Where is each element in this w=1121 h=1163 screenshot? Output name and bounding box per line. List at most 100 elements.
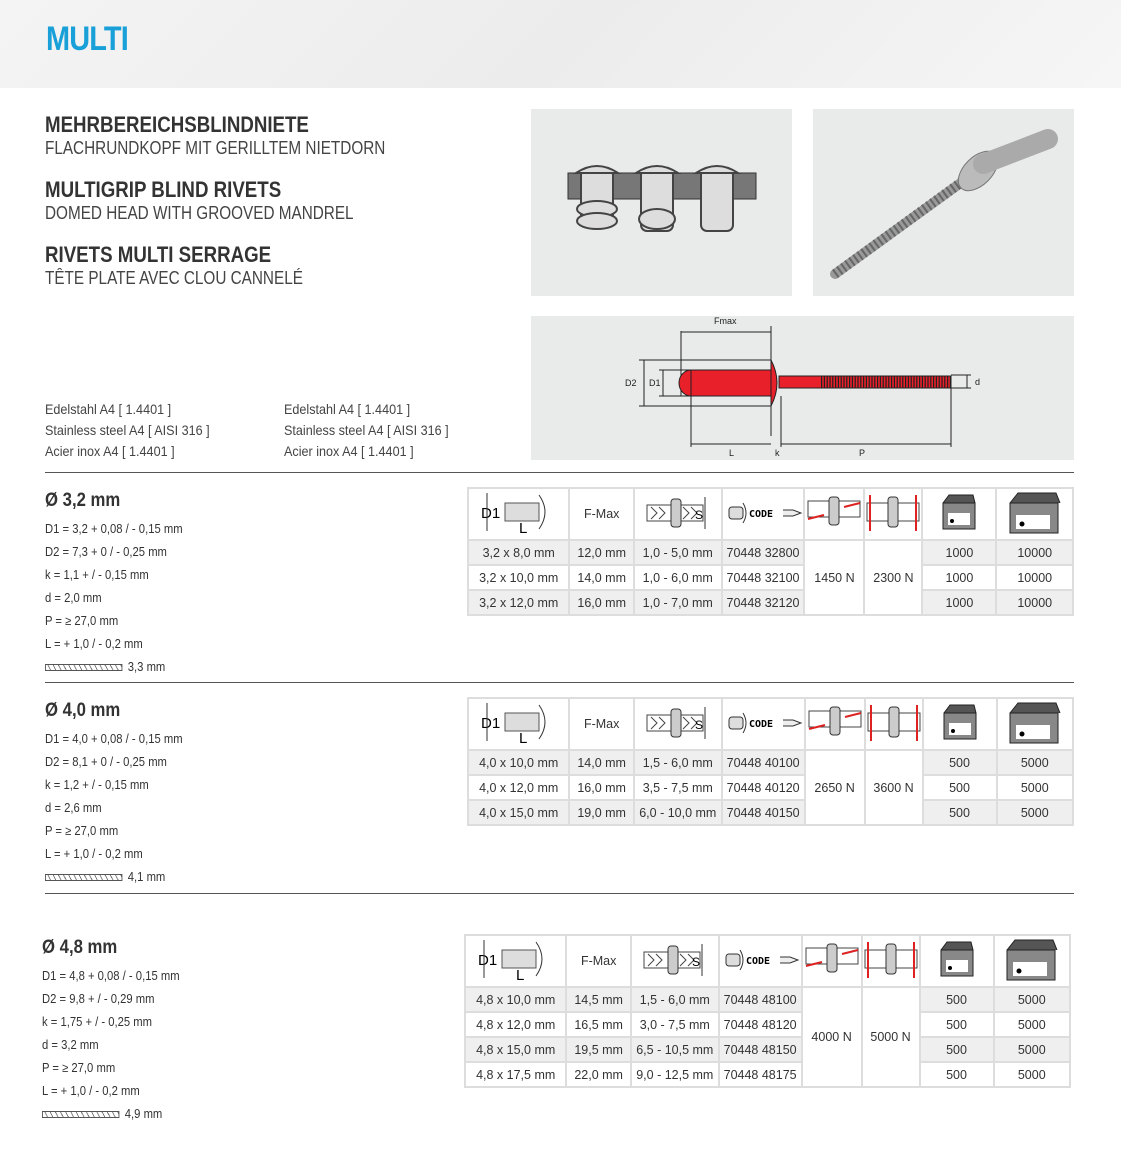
table-row: 4,0 x 12,0 mm 16,0 mm 3,5 - 7,5 mm 70448… xyxy=(466,774,1075,801)
grip-range-cell: 6,5 - 10,5 mm xyxy=(629,1036,720,1063)
svg-text:L: L xyxy=(519,520,527,535)
spec-line: D2 = 9,8 + / - 0,29 mm xyxy=(42,992,155,1006)
size-cell: 4,8 x 15,0 mm xyxy=(463,1036,568,1063)
spec-line: k = 1,75 + / - 0,25 mm xyxy=(42,1015,153,1029)
fmax-header: F-Max xyxy=(568,697,635,751)
large-box-qty: 5000 xyxy=(995,774,1075,801)
large-box-qty: 10000 xyxy=(995,589,1074,616)
size-cell: 3,2 x 12,0 mm xyxy=(466,589,571,616)
fmax-header: F-Max xyxy=(568,487,635,541)
label-p: P xyxy=(859,448,865,458)
divider xyxy=(45,472,1074,473)
size-cell: 4,0 x 15,0 mm xyxy=(466,799,571,826)
spec-block-4-0: Ø 4,0 mm D1 = 4,0 + 0,08 / - 0,15 mm D2 = … xyxy=(45,700,198,889)
label-d2: D2 xyxy=(625,378,637,388)
drill-size: 3,3 mm xyxy=(45,656,183,679)
tensile-force-icon xyxy=(863,697,924,751)
fmax-cell: 22,0 mm xyxy=(565,1061,632,1088)
size-cell: 4,8 x 12,0 mm xyxy=(463,1011,568,1038)
title-en: MULTIGRIP BLIND RIVETS xyxy=(45,177,282,202)
label-l: L xyxy=(729,448,734,458)
shear-force-icon xyxy=(803,487,866,541)
rivet-dimension-icon: D1 L xyxy=(466,697,571,751)
grip-range-cell: 3,5 - 7,5 mm xyxy=(632,774,723,801)
code-cell: 70448 40150 xyxy=(720,799,806,826)
spec-line: L = + 1,0 / - 0,2 mm xyxy=(45,847,143,861)
spec-line: d = 2,6 mm xyxy=(45,801,102,815)
spec-line: D2 = 7,3 + 0 / - 0,25 mm xyxy=(45,545,167,559)
rivet-dimension-icon: D1 L xyxy=(463,934,568,988)
table-row: 3,2 x 8,0 mm 12,0 mm 1,0 - 5,0 mm 70448 … xyxy=(466,539,1074,616)
material-right: Edelstahl A4 [ 1.4401 ] Stainless steel … xyxy=(284,399,449,462)
grip-range-cell: 1,0 - 7,0 mm xyxy=(632,589,723,616)
code-cell: 70448 48150 xyxy=(717,1036,803,1063)
svg-text:S: S xyxy=(695,508,703,522)
rivet-dimension-diagram: Fmax D2 D1 d L k P xyxy=(531,316,1074,460)
rivet-photo xyxy=(813,109,1074,296)
code-cell: 70448 32800 xyxy=(720,539,806,566)
diameter-title: Ø 4,0 mm xyxy=(45,700,121,721)
drill-bit-icon xyxy=(42,1111,120,1119)
label-d1: D1 xyxy=(649,378,661,388)
title-de: MEHRBEREICHSBLINDNIETE xyxy=(45,112,309,137)
table-row: 4,8 x 10,0 mm 14,5 mm 1,5 - 6,0 mm 70448… xyxy=(463,986,1072,1088)
svg-text:D1: D1 xyxy=(481,715,500,732)
shear-force-icon xyxy=(803,697,866,751)
header-banner: MULTI xyxy=(0,0,1121,88)
svg-text:S: S xyxy=(695,718,703,732)
divider xyxy=(45,682,1074,683)
shear-force-cell: 2650 N xyxy=(803,749,866,826)
material-fr: Acier inox A4 [ 1.4401 ] xyxy=(284,443,414,459)
code-icon: CODE xyxy=(720,697,806,751)
large-box-qty: 10000 xyxy=(995,539,1074,566)
size-cell: 4,8 x 17,5 mm xyxy=(463,1061,568,1088)
small-box-qty: 1000 xyxy=(921,539,998,566)
shear-force-cell: 4000 N xyxy=(800,986,863,1088)
spec-line: d = 2,0 mm xyxy=(45,591,102,605)
large-box-icon xyxy=(995,487,1074,541)
spec-line: d = 3,2 mm xyxy=(42,1038,99,1052)
svg-text:CODE: CODE xyxy=(749,509,773,520)
drill-bit-icon xyxy=(45,874,123,882)
tensile-force-icon xyxy=(860,934,921,988)
product-table-3-2: D1 L F-Max S CODE 3,2 x 8,0 mm 12,0 mm 1,… xyxy=(466,487,1074,616)
material-left: Edelstahl A4 [ 1.4401 ] Stainless steel … xyxy=(45,399,210,462)
large-box-qty: 5000 xyxy=(992,986,1072,1013)
small-box-qty: 1000 xyxy=(921,564,998,591)
shear-force-icon xyxy=(800,934,863,988)
divider xyxy=(45,893,1074,894)
tensile-force-cell: 3600 N xyxy=(863,749,924,826)
svg-text:CODE: CODE xyxy=(746,956,770,967)
drill-size: 4,9 mm xyxy=(42,1103,180,1126)
diameter-title: Ø 3,2 mm xyxy=(45,490,121,511)
fmax-cell: 16,5 mm xyxy=(565,1011,632,1038)
grip-range-cell: 1,5 - 6,0 mm xyxy=(629,986,720,1013)
large-box-qty: 5000 xyxy=(992,1061,1072,1088)
tensile-force-icon xyxy=(863,487,924,541)
svg-text:L: L xyxy=(516,967,524,982)
table-row: 3,2 x 10,0 mm 14,0 mm 1,0 - 6,0 mm 70448… xyxy=(466,564,1074,591)
fmax-cell: 14,5 mm xyxy=(565,986,632,1013)
title-fr: RIVETS MULTI SERRAGE xyxy=(45,242,272,267)
rivet-cross-section-image xyxy=(531,109,792,296)
rivet-dimension-icon: D1 L xyxy=(466,487,571,541)
small-box-qty: 500 xyxy=(921,799,998,826)
fmax-cell: 14,0 mm xyxy=(568,749,635,776)
small-box-icon xyxy=(921,697,998,751)
spec-line: D1 = 4,0 + 0,08 / - 0,15 mm xyxy=(45,732,183,746)
large-box-qty: 5000 xyxy=(995,799,1075,826)
code-cell: 70448 32120 xyxy=(720,589,806,616)
subtitle-de: FLACHRUNDKOPF MIT GERILLTEM NIETDORN xyxy=(45,138,386,158)
spec-line: D2 = 8,1 + 0 / - 0,25 mm xyxy=(45,755,167,769)
table-header: D1 L F-Max S CODE xyxy=(466,697,1075,751)
spec-line: P = ≥ 27,0 mm xyxy=(45,614,119,628)
material-en: Stainless steel A4 [ AISI 316 ] xyxy=(45,422,210,438)
fmax-cell: 19,5 mm xyxy=(565,1036,632,1063)
subtitle-fr: TÊTE PLATE AVEC CLOU CANNELÉ xyxy=(45,268,303,288)
svg-text:S: S xyxy=(692,955,700,969)
fmax-cell: 14,0 mm xyxy=(568,564,635,591)
subtitle-en: DOMED HEAD WITH GROOVED MANDREL xyxy=(45,203,354,223)
label-fmax: Fmax xyxy=(714,316,737,326)
spec-line: L = + 1,0 / - 0,2 mm xyxy=(45,637,143,651)
fmax-header: F-Max xyxy=(565,934,632,988)
